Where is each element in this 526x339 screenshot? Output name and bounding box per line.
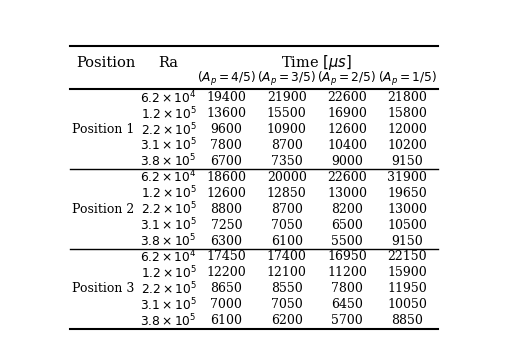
Text: 21900: 21900 <box>267 91 307 104</box>
Text: Position 1: Position 1 <box>72 123 134 136</box>
Text: 6200: 6200 <box>271 314 302 327</box>
Text: $(A_p = 4/5)$: $(A_p = 4/5)$ <box>197 70 256 88</box>
Text: 10500: 10500 <box>388 219 427 232</box>
Text: 5700: 5700 <box>331 314 363 327</box>
Text: $6.2 \times 10^{4}$: $6.2 \times 10^{4}$ <box>140 248 197 265</box>
Text: Position 2: Position 2 <box>72 203 134 216</box>
Text: $2.2 \times 10^{5}$: $2.2 \times 10^{5}$ <box>140 201 197 218</box>
Text: $(A_p = 2/5)$: $(A_p = 2/5)$ <box>317 70 377 88</box>
Text: 6100: 6100 <box>271 235 302 247</box>
Text: 13600: 13600 <box>206 107 246 120</box>
Text: $6.2 \times 10^{4}$: $6.2 \times 10^{4}$ <box>140 89 197 106</box>
Text: $6.2 \times 10^{4}$: $6.2 \times 10^{4}$ <box>140 169 197 186</box>
Text: Time $[\mu s]$: Time $[\mu s]$ <box>281 53 352 72</box>
Text: 10050: 10050 <box>388 298 427 311</box>
Text: 11950: 11950 <box>388 282 427 295</box>
Text: 10900: 10900 <box>267 123 307 136</box>
Text: $2.2 \times 10^{5}$: $2.2 \times 10^{5}$ <box>140 121 197 138</box>
Text: 13000: 13000 <box>387 203 427 216</box>
Text: 8800: 8800 <box>210 203 242 216</box>
Text: 11200: 11200 <box>327 266 367 279</box>
Text: 16900: 16900 <box>327 107 367 120</box>
Text: 7050: 7050 <box>271 298 302 311</box>
Text: 8550: 8550 <box>271 282 302 295</box>
Text: 9000: 9000 <box>331 155 363 168</box>
Text: 9600: 9600 <box>210 123 242 136</box>
Text: $(A_p = 1/5)$: $(A_p = 1/5)$ <box>378 70 437 88</box>
Text: 5500: 5500 <box>331 235 363 247</box>
Text: $(A_p = 3/5)$: $(A_p = 3/5)$ <box>257 70 316 88</box>
Text: 7050: 7050 <box>271 219 302 232</box>
Text: 12100: 12100 <box>267 266 307 279</box>
Text: 12000: 12000 <box>388 123 427 136</box>
Text: 6500: 6500 <box>331 219 363 232</box>
Text: 10400: 10400 <box>327 139 367 152</box>
Text: 19400: 19400 <box>206 91 246 104</box>
Text: 18600: 18600 <box>206 171 246 184</box>
Text: 21800: 21800 <box>388 91 427 104</box>
Text: $3.1 \times 10^{5}$: $3.1 \times 10^{5}$ <box>140 217 197 234</box>
Text: 10200: 10200 <box>388 139 427 152</box>
Text: $2.2 \times 10^{5}$: $2.2 \times 10^{5}$ <box>140 280 197 297</box>
Text: 12600: 12600 <box>327 123 367 136</box>
Text: 17400: 17400 <box>267 251 307 263</box>
Text: 6450: 6450 <box>331 298 363 311</box>
Text: $3.1 \times 10^{5}$: $3.1 \times 10^{5}$ <box>140 296 197 313</box>
Text: 6300: 6300 <box>210 235 242 247</box>
Text: 16950: 16950 <box>327 251 367 263</box>
Text: Ra: Ra <box>159 56 179 70</box>
Text: $1.2 \times 10^{5}$: $1.2 \times 10^{5}$ <box>140 264 197 281</box>
Text: 17450: 17450 <box>207 251 246 263</box>
Text: 7000: 7000 <box>210 298 242 311</box>
Text: 12600: 12600 <box>206 187 246 200</box>
Text: 9150: 9150 <box>391 235 423 247</box>
Text: 7250: 7250 <box>210 219 242 232</box>
Text: 7800: 7800 <box>210 139 242 152</box>
Text: 20000: 20000 <box>267 171 307 184</box>
Text: 22600: 22600 <box>327 91 367 104</box>
Text: 12850: 12850 <box>267 187 307 200</box>
Text: Position: Position <box>76 56 135 70</box>
Text: $3.1 \times 10^{5}$: $3.1 \times 10^{5}$ <box>140 137 197 154</box>
Text: 9150: 9150 <box>391 155 423 168</box>
Text: 8650: 8650 <box>210 282 242 295</box>
Text: $3.8 \times 10^{5}$: $3.8 \times 10^{5}$ <box>140 153 197 170</box>
Text: $3.8 \times 10^{5}$: $3.8 \times 10^{5}$ <box>140 312 197 329</box>
Text: Position 3: Position 3 <box>72 282 134 295</box>
Text: 7800: 7800 <box>331 282 363 295</box>
Text: 15500: 15500 <box>267 107 307 120</box>
Text: $1.2 \times 10^{5}$: $1.2 \times 10^{5}$ <box>140 185 197 202</box>
Text: 31900: 31900 <box>388 171 427 184</box>
Text: $1.2 \times 10^{5}$: $1.2 \times 10^{5}$ <box>140 105 197 122</box>
Text: 22600: 22600 <box>327 171 367 184</box>
Text: 8850: 8850 <box>391 314 423 327</box>
Text: 8200: 8200 <box>331 203 363 216</box>
Text: 8700: 8700 <box>271 139 302 152</box>
Text: 7350: 7350 <box>271 155 302 168</box>
Text: 15900: 15900 <box>388 266 427 279</box>
Text: 15800: 15800 <box>388 107 427 120</box>
Text: 19650: 19650 <box>388 187 427 200</box>
Text: 22150: 22150 <box>388 251 427 263</box>
Text: 6700: 6700 <box>210 155 242 168</box>
Text: 6100: 6100 <box>210 314 242 327</box>
Text: 13000: 13000 <box>327 187 367 200</box>
Text: 8700: 8700 <box>271 203 302 216</box>
Text: 12200: 12200 <box>207 266 246 279</box>
Text: $3.8 \times 10^{5}$: $3.8 \times 10^{5}$ <box>140 233 197 249</box>
